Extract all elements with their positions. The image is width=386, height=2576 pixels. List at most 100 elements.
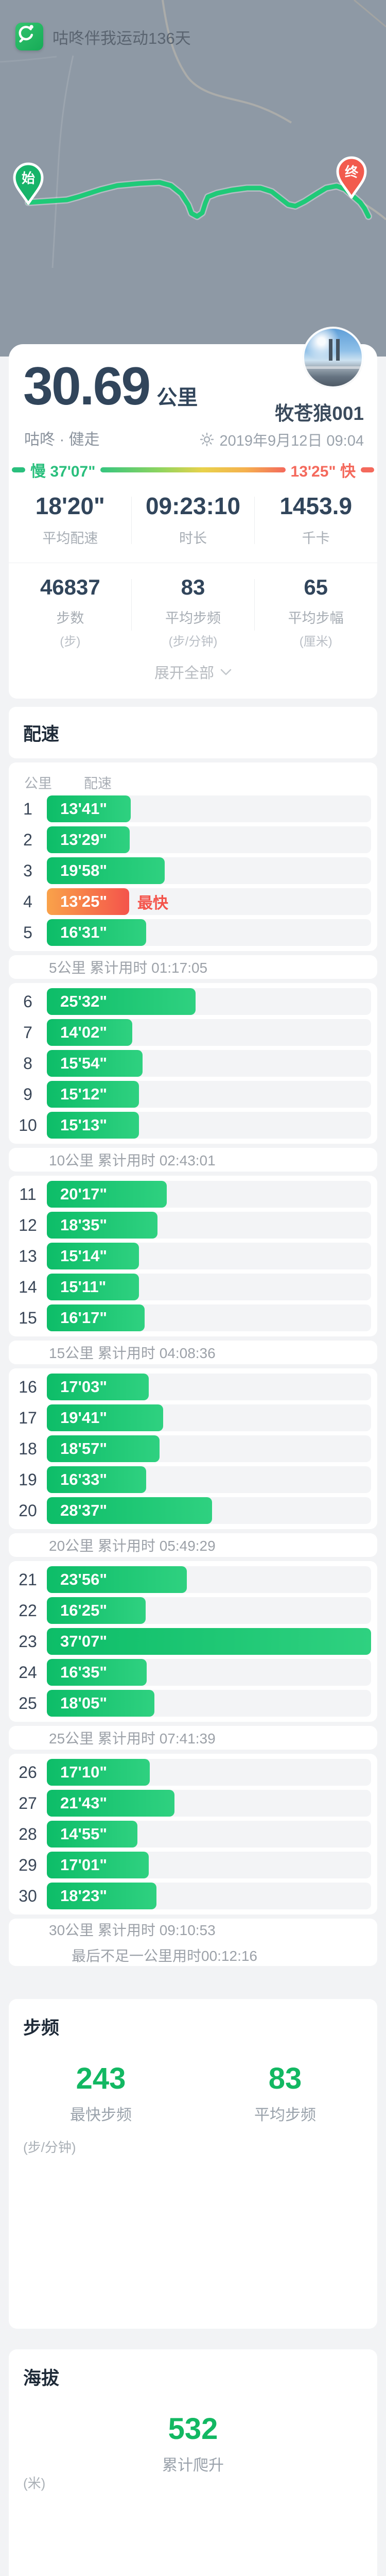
elevation-unit: (米) <box>23 2476 46 2491</box>
stat-steps: 46837 步数 (步) <box>40 575 100 649</box>
distance-unit: 公里 <box>156 386 198 409</box>
pace-bar: 25'32" <box>47 988 196 1015</box>
pace-row: 30 18'23" <box>9 1880 377 1911</box>
pace-bar: 16'33" <box>47 1466 147 1493</box>
pace-bar: 16'31" <box>47 919 146 946</box>
pace-km: 17 <box>19 1408 37 1427</box>
map-road <box>51 55 74 268</box>
pace-bar: 20'17" <box>47 1181 167 1208</box>
stat-calories: 1453.9 千卡 <box>279 493 353 546</box>
codoon-logo-icon <box>15 23 43 50</box>
slow-pace: 慢 37'07" <box>30 463 96 480</box>
chevron-down-icon <box>220 669 232 675</box>
stat-duration: 09:23:10 时长 <box>145 493 241 546</box>
pace-track: 16'17" <box>47 1304 371 1331</box>
pace-km: 9 <box>23 1084 32 1104</box>
stat-avg-pace: 18'20" 平均配速 <box>35 493 105 546</box>
pace-last-partial: 最后不足一公里用时00:12:16 <box>72 1948 257 1964</box>
pace-group-card: 6 25'32" 7 14'02" 8 15'54" 9 15'12" 10 15'13" <box>9 983 377 1144</box>
pace-bar: 15'13" <box>47 1112 139 1139</box>
pace-track: 15'14" <box>47 1243 371 1269</box>
pace-track: 19'58" <box>47 857 371 884</box>
cadence-title: 步频 <box>23 2018 60 2038</box>
datetime-row: 2019年9月12日 09:04 <box>200 429 364 450</box>
pace-group-card: 16 17'03" 17 19'41" 18 18'57" 19 16'33" 20 28'37" <box>9 1368 377 1529</box>
pace-km: 26 <box>19 1762 37 1782</box>
col-km-label: 公里 <box>24 775 52 791</box>
pace-track: 15'54" <box>47 1050 371 1077</box>
pace-track: 17'01" <box>47 1852 371 1878</box>
distance-value: 30.69 <box>23 357 151 416</box>
pace-bar: 14'02" <box>47 1019 133 1046</box>
pace-track: 18'23" <box>47 1883 371 1909</box>
pace-track: 28'37" <box>47 1497 371 1524</box>
pace-track: 23'56" <box>47 1566 371 1593</box>
username[interactable]: 牧苍狼001 <box>275 403 364 424</box>
pace-km: 25 <box>19 1693 37 1713</box>
pace-track: 15'13" <box>47 1112 371 1139</box>
max-cadence: 243 最快步频 <box>70 2062 132 2124</box>
pace-row: 23 37'07" <box>9 1626 377 1657</box>
pace-row: 26 17'10" <box>9 1757 377 1788</box>
pace-km: 4 <box>23 892 32 911</box>
elevation-card: 海拔 532 累计爬升 (米) <box>9 2349 377 2576</box>
svg-text:始: 始 <box>22 171 35 186</box>
slow-dash <box>12 467 25 472</box>
stats-row-2: 46837 步数 (步) 83 平均步频 (步/分钟) 65 平均步幅 (厘米) <box>9 575 377 649</box>
pace-track: 13'41" <box>47 795 371 822</box>
start-pin-icon: 始 <box>13 162 44 205</box>
pace-km: 28 <box>19 1824 37 1843</box>
pace-track: 15'11" <box>47 1274 371 1300</box>
pace-bar: 37'07" <box>47 1628 371 1655</box>
pace-km: 10 <box>19 1115 37 1134</box>
avatar-photo-detail <box>329 339 332 361</box>
col-pace-label: 配速 <box>84 775 112 791</box>
cadence-stats: 243 最快步频 83 平均步频 <box>9 2064 377 2125</box>
pace-bar: 21'43" <box>47 1790 175 1817</box>
pace-gradient-bar <box>100 467 286 472</box>
pace-group-card: 26 17'10" 27 21'43" 28 14'55" 29 17'01" 30 18'23" <box>9 1754 377 1914</box>
route-map[interactable]: 始 终 咕咚伴我运动136天 <box>0 0 386 357</box>
pace-track: 18'35" <box>47 1212 371 1239</box>
pace-bar: 13'25" <box>47 888 129 915</box>
pace-bar: 17'03" <box>47 1374 149 1400</box>
pace-row: 16 17'03" <box>9 1371 377 1402</box>
pace-bar: 19'58" <box>47 857 165 884</box>
pace-bar: 18'57" <box>47 1435 160 1462</box>
summary-card: 30.69 公里 咕咚 · 健走 牧苍狼001 2019年9月12日 09:04… <box>9 327 377 699</box>
cadence-card: 步频 243 最快步频 83 平均步频 (步/分钟) <box>9 1999 377 2329</box>
pace-title-card: 配速 <box>9 707 377 758</box>
pace-track: 14'02" <box>47 1019 371 1046</box>
pace-row: 27 21'43" <box>9 1788 377 1819</box>
pace-row: 14 15'11" <box>9 1272 377 1302</box>
pace-bar: 15'12" <box>47 1081 139 1108</box>
pace-track: 16'25" <box>47 1597 371 1624</box>
pace-row: 18 18'57" <box>9 1433 377 1464</box>
stat-stride: 65 平均步幅 (厘米) <box>288 575 344 649</box>
expand-all-button[interactable]: 展开全部 <box>9 659 377 684</box>
pace-bar: 17'10" <box>47 1759 150 1786</box>
divider <box>131 497 132 544</box>
pace-track: 17'10" <box>47 1759 371 1786</box>
pace-track: 16'33" <box>47 1466 371 1493</box>
pace-group-summary: 30公里 累计用时 09:10:53 <box>49 1922 216 1938</box>
pace-row: 19 16'33" <box>9 1464 377 1495</box>
pace-bar: 18'23" <box>47 1883 156 1909</box>
pace-km: 27 <box>19 1793 37 1812</box>
app-banner: 咕咚伴我运动136天 <box>15 23 191 50</box>
pace-bar: 15'14" <box>47 1243 139 1269</box>
route-line <box>26 180 371 219</box>
distance: 30.69 公里 <box>23 360 198 413</box>
pace-track: 20'17" <box>47 1181 371 1208</box>
pace-row: 1 13'41" <box>9 793 377 824</box>
pace-km: 11 <box>19 1184 37 1204</box>
avatar-photo-detail <box>336 339 340 361</box>
pace-row: 6 25'32" <box>9 986 377 1017</box>
pace-bar: 28'37" <box>47 1497 213 1524</box>
pace-bar: 13'29" <box>47 826 130 853</box>
pace-row: 8 15'54" <box>9 1048 377 1079</box>
avatar[interactable] <box>302 327 364 388</box>
fast-dash <box>361 467 374 472</box>
pace-table-header: 公里 配速 <box>9 766 377 793</box>
pace-bar: 23'56" <box>47 1566 187 1593</box>
